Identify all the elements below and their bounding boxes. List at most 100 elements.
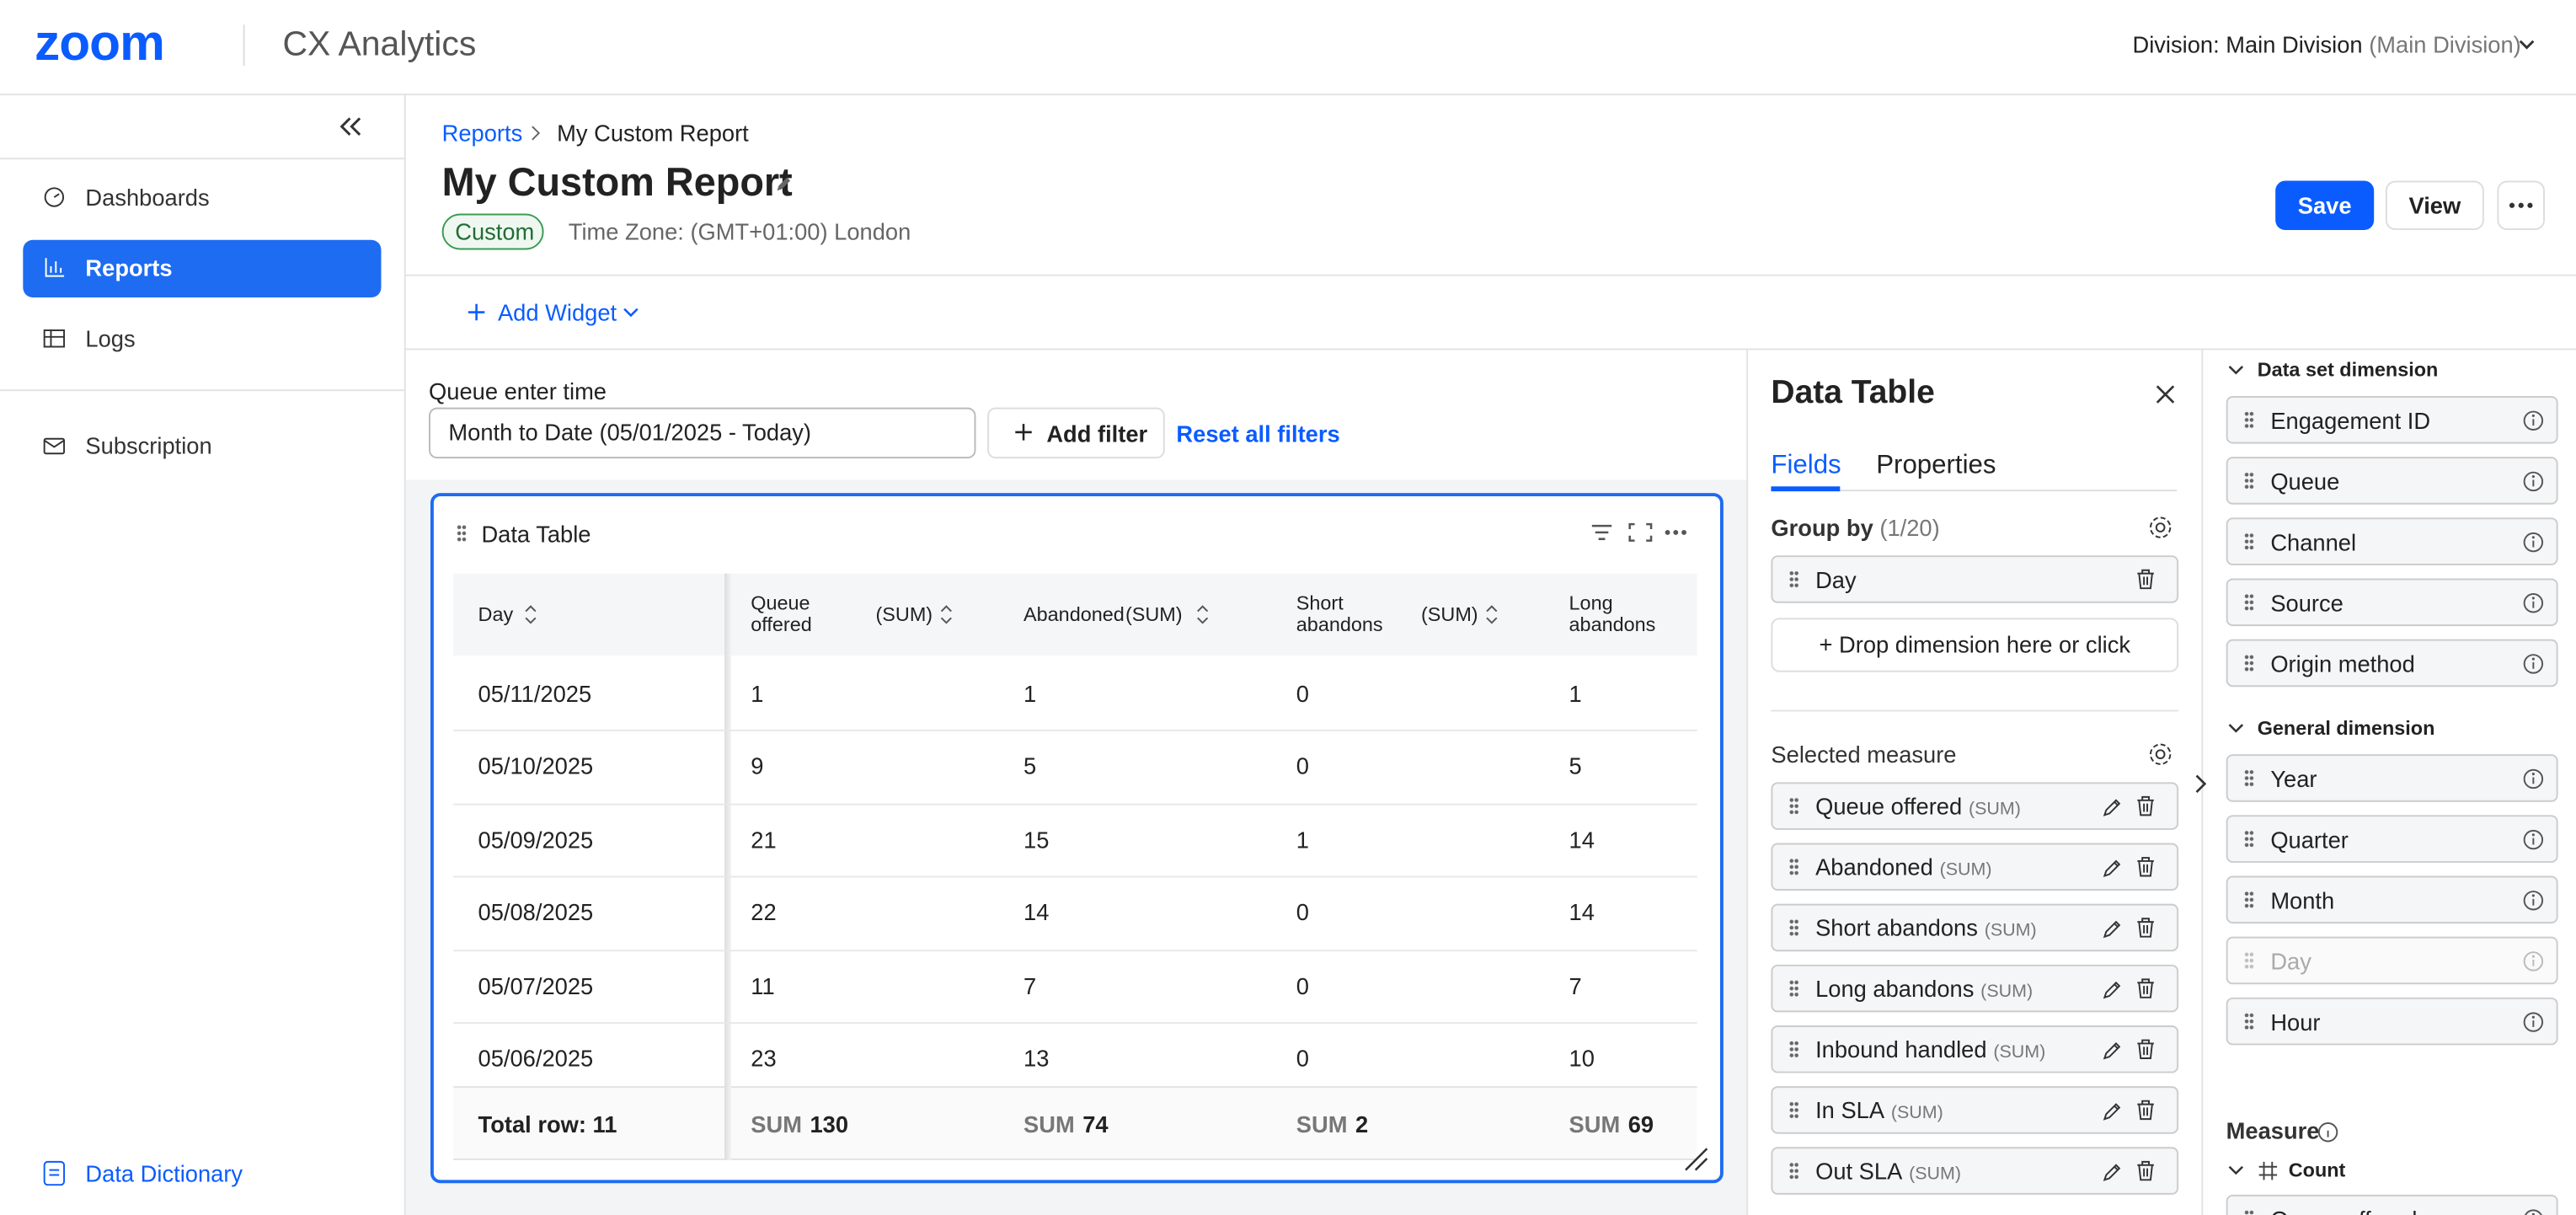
info[interactable]: [2522, 652, 2545, 675]
field-item[interactable]: [2226, 396, 2558, 444]
logo[interactable]: zoom: [34, 13, 165, 72]
plus: [1015, 424, 1032, 441]
field-item[interactable]: [2226, 578, 2558, 627]
measure-label: Short abandons (SUM): [1815, 916, 2037, 940]
collapse-section[interactable]: [2228, 720, 2245, 736]
delete[interactable]: [2134, 917, 2156, 939]
sort[interactable]: [522, 603, 539, 626]
drag-handle: [2244, 654, 2254, 672]
view-button[interactable]: [2385, 180, 2484, 231]
cell: 1: [751, 680, 764, 707]
edit[interactable]: [2101, 1039, 2124, 1062]
chevron[interactable]: [2517, 36, 2536, 53]
nav-item[interactable]: Reports: [85, 254, 173, 281]
cell: 0: [1296, 752, 1309, 779]
info[interactable]: [2522, 768, 2545, 790]
settings[interactable]: [2147, 741, 2173, 768]
delete[interactable]: [2134, 1039, 2156, 1062]
nav-item[interactable]: Subscription: [85, 431, 212, 459]
drop-zone[interactable]: [1771, 618, 2179, 672]
edit[interactable]: [2101, 1160, 2124, 1183]
delete[interactable]: [2134, 1100, 2156, 1122]
field-item[interactable]: [2226, 754, 2558, 802]
measure-name: Long abandons: [1815, 975, 1975, 1002]
collapse[interactable]: [337, 115, 363, 138]
field-label: Engagement ID: [2270, 407, 2431, 434]
field-item[interactable]: [2226, 997, 2558, 1046]
delete[interactable]: [2134, 977, 2156, 1000]
measure-agg: (SUM): [1939, 859, 1992, 880]
item-label: Day: [1815, 566, 1857, 594]
field-item[interactable]: [2226, 815, 2558, 863]
cell: 05/10/2025: [478, 752, 594, 779]
tab[interactable]: Properties: [1876, 452, 1996, 480]
edit[interactable]: [2101, 795, 2124, 818]
info[interactable]: [2522, 889, 2545, 912]
collapse-section[interactable]: [2228, 1162, 2245, 1179]
field-item[interactable]: [2226, 936, 2558, 985]
info[interactable]: [2522, 409, 2545, 432]
row-divider: [453, 875, 1697, 878]
data-dictionary[interactable]: Data Dictionary: [85, 1159, 243, 1187]
edit[interactable]: [2101, 1100, 2124, 1122]
sort[interactable]: [1194, 603, 1211, 626]
delete[interactable]: [2134, 1160, 2156, 1183]
close[interactable]: [2156, 384, 2175, 404]
tab-active[interactable]: Fields: [1771, 452, 1841, 480]
info[interactable]: [2522, 1010, 2545, 1033]
edit-icon[interactable]: [774, 174, 794, 194]
field-item[interactable]: [2226, 517, 2558, 565]
delete[interactable]: [2134, 795, 2156, 818]
add-filter-button[interactable]: [987, 407, 1165, 459]
filter-input[interactable]: [429, 407, 976, 459]
cell: 0: [1296, 1045, 1309, 1072]
hash-icon: [2258, 1161, 2278, 1180]
info[interactable]: [2522, 950, 2545, 972]
section-title: Data set dimension: [2257, 358, 2439, 382]
expand[interactable]: [2192, 773, 2209, 795]
info[interactable]: [2522, 828, 2545, 851]
info[interactable]: [2522, 591, 2545, 614]
delete[interactable]: [2134, 856, 2156, 879]
sort[interactable]: [1483, 603, 1500, 626]
drag-handle: [1788, 1161, 1799, 1180]
divider: [0, 158, 404, 160]
more-button[interactable]: [2497, 180, 2546, 231]
save-button[interactable]: [2275, 180, 2375, 231]
column-agg: (SUM): [1421, 602, 1478, 627]
measure-agg: (SUM): [1984, 921, 2037, 941]
collapse-section[interactable]: [2228, 361, 2245, 378]
icon: [43, 329, 66, 348]
field-item[interactable]: [2226, 639, 2558, 688]
edit[interactable]: [2101, 856, 2124, 879]
delete[interactable]: [2134, 569, 2156, 591]
info[interactable]: [2522, 531, 2545, 554]
drag-handle[interactable]: [457, 524, 467, 543]
settings[interactable]: [2147, 514, 2173, 540]
info[interactable]: [2522, 470, 2545, 493]
resize[interactable]: [1682, 1145, 1710, 1173]
field-item[interactable]: [2226, 457, 2558, 505]
field-item[interactable]: [1771, 555, 2179, 603]
field-label: Source: [2270, 590, 2344, 617]
edit[interactable]: [2101, 917, 2124, 939]
drag-handle: [1788, 1100, 1799, 1120]
sort[interactable]: [938, 603, 955, 626]
field-label: Year: [2270, 765, 2317, 793]
breadcrumb-link[interactable]: Reports: [441, 120, 523, 147]
nav-item[interactable]: Logs: [85, 325, 136, 352]
field-item[interactable]: [2226, 1194, 2558, 1215]
reset-filters[interactable]: Reset all filters: [1176, 420, 1340, 447]
info[interactable]: [2522, 1207, 2545, 1215]
cell: 14: [1569, 898, 1595, 926]
info[interactable]: [2317, 1121, 2339, 1143]
nav-item[interactable]: Dashboards: [85, 184, 210, 211]
section-title: General dimension: [2257, 716, 2435, 740]
field-item[interactable]: [2226, 875, 2558, 924]
widget-actions[interactable]: [1590, 521, 1692, 543]
division[interactable]: Division: Main Division (Main Division): [2132, 33, 2520, 56]
edit[interactable]: [2101, 977, 2124, 1000]
add-widget[interactable]: Add Widget: [497, 298, 617, 326]
widget-title: Data Table: [481, 521, 591, 548]
